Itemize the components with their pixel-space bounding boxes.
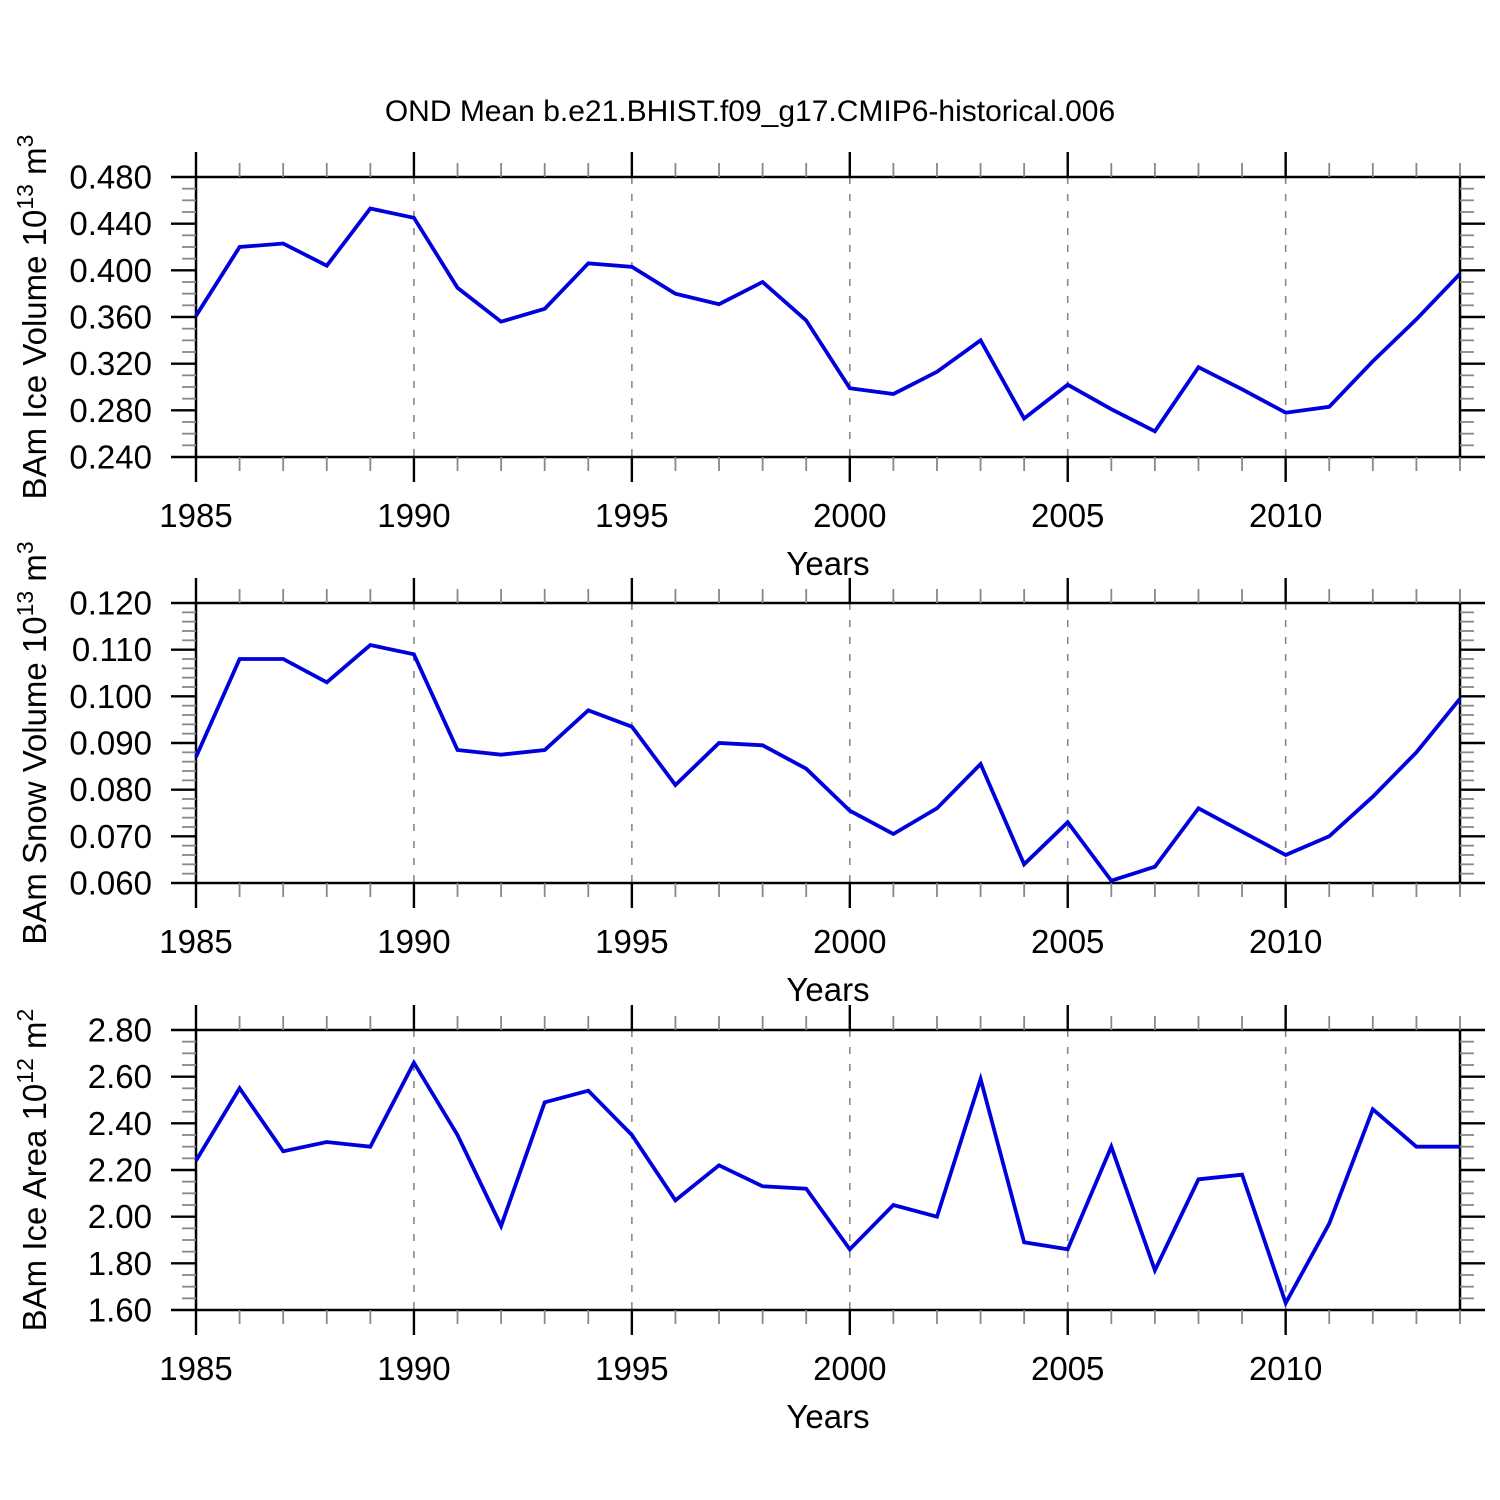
ice-area-plot-frame: [194, 1028, 1462, 1312]
x-tick-label: 1995: [595, 1350, 668, 1387]
ice-area-x-axis-title: Years: [786, 1398, 869, 1435]
y-tick-label: 0.120: [69, 585, 152, 622]
ice-volume-y-axis-title: BAm Ice Volume 1013 m3: [12, 135, 53, 500]
y-tick-label: 2.60: [88, 1058, 152, 1095]
y-tick-label: 0.060: [69, 865, 152, 902]
snow-volume-x-axis-title: Years: [786, 971, 869, 1008]
x-tick-label: 1995: [595, 497, 668, 534]
y-tick-label: 0.110: [72, 631, 152, 668]
x-tick-label: 1990: [377, 923, 450, 960]
y-tick-label: 0.070: [69, 818, 152, 855]
y-tick-label: 0.360: [69, 299, 152, 336]
y-tick-label: 0.100: [69, 678, 152, 715]
ice-area-series-line: [194, 1058, 1460, 1308]
y-tick-label: 0.280: [69, 392, 152, 429]
x-tick-label: 2010: [1249, 923, 1322, 960]
ice-volume-plot-frame: [194, 175, 1462, 459]
x-tick-label: 1985: [159, 1350, 232, 1387]
ice-area-panel: 1.60 1.80 2.00 2.20 2.40 2.60 2.80 1985 1990 1995…: [12, 1005, 1485, 1435]
y-tick-label: 2.20: [88, 1152, 152, 1189]
y-tick-label: 0.480: [69, 159, 152, 196]
x-tick-label: 2005: [1031, 497, 1104, 534]
x-tick-label: 2000: [813, 497, 886, 534]
y-tick-label: 0.090: [69, 725, 152, 762]
x-tick-label: 1995: [595, 923, 668, 960]
y-tick-label: 0.400: [69, 252, 152, 289]
x-tick-label: 1990: [377, 497, 450, 534]
x-tick-label: 2000: [813, 923, 886, 960]
x-tick-label: 1990: [377, 1350, 450, 1387]
y-tick-label: 0.080: [69, 771, 152, 808]
x-tick-label: 2010: [1249, 1350, 1322, 1387]
x-tick-label: 2005: [1031, 923, 1104, 960]
y-tick-label: 2.40: [88, 1105, 152, 1142]
x-tick-label: 2010: [1249, 497, 1322, 534]
y-tick-label: 0.320: [69, 345, 152, 382]
ice-volume-x-axis-title: Years: [786, 545, 869, 582]
ice-volume-panel: 0.240 0.280 0.320 0.360 0.400 0.440 0.480 1985 1…: [12, 135, 1485, 582]
snow-volume-panel: 0.060 0.070 0.080 0.090 0.100 0.110 0.120 1985 1…: [12, 541, 1485, 1008]
ice-area-y-axis-title: BAm Ice Area 1012 m2: [12, 1009, 53, 1332]
ice-volume-series-line: [194, 206, 1462, 434]
x-tick-label: 2000: [813, 1350, 886, 1387]
snow-volume-plot-frame: [194, 601, 1462, 885]
y-tick-label: 2.80: [88, 1012, 152, 1049]
y-tick-label: 0.440: [69, 205, 152, 242]
snow-volume-y-axis-title: BAm Snow Volume 1013 m3: [12, 541, 53, 944]
y-tick-label: 1.60: [88, 1292, 152, 1329]
x-tick-label: 1985: [159, 497, 232, 534]
snow-volume-series-line: [194, 642, 1462, 883]
y-tick-label: 2.00: [88, 1198, 152, 1235]
y-tick-label: 0.240: [69, 439, 152, 476]
figure-title: OND Mean b.e21.BHIST.f09_g17.CMIP6-histo…: [384, 95, 1116, 128]
x-tick-label: 1985: [159, 923, 232, 960]
y-tick-label: 1.80: [88, 1245, 152, 1282]
x-tick-label: 2005: [1031, 1350, 1104, 1387]
